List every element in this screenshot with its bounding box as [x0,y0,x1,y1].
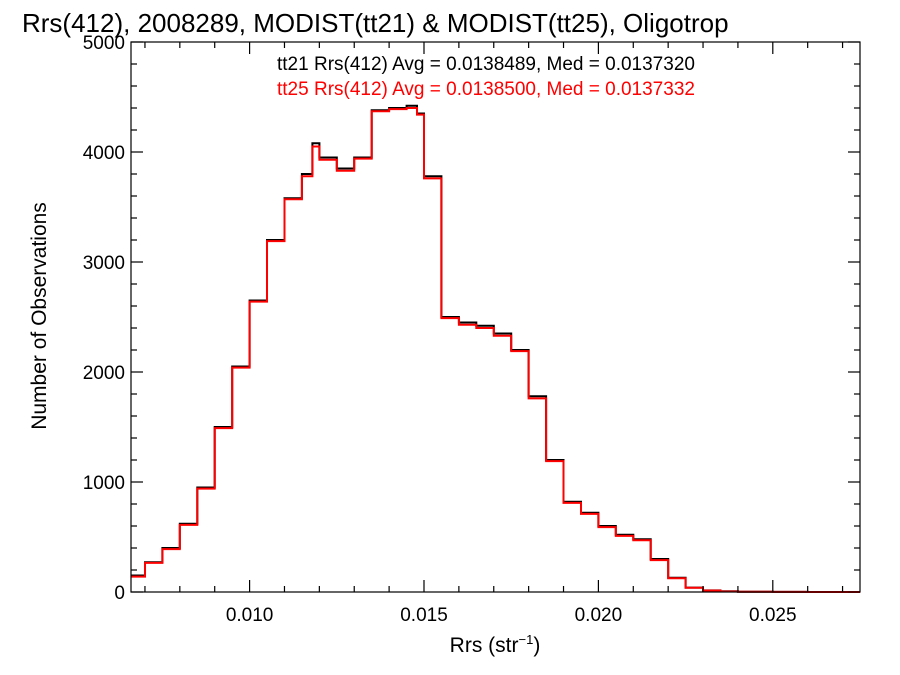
ticks-layer: 0.010 0.015 0.020 0.025 0 1000 2000 3000 4000 500… [83,33,860,626]
chart-title: Rrs(412), 2008289, MODIST(tt21) & MODIST… [22,8,729,38]
y-tick-label: 3000 [83,253,125,274]
y-tick-label: 5000 [83,33,125,54]
series-layer [131,104,860,593]
x-tick-label: 0.020 [575,605,623,626]
x-tick-label: 0.015 [400,605,448,626]
x-axis-label-end: ) [533,634,540,657]
x-tick-label: 0.025 [749,605,797,626]
series-line-0 [131,104,860,593]
x-tick-label: 0.010 [226,605,274,626]
plot-frame [130,41,861,593]
legend-entry-tt25: tt25 Rrs(412) Avg = 0.0138500, Med = 0.0… [277,79,695,100]
legend-entry-tt21: tt21 Rrs(412) Avg = 0.0138489, Med = 0.0… [277,54,695,75]
series-line-1 [131,107,860,593]
y-axis-label: Number of Observations [28,202,51,430]
y-tick-label: 1000 [83,473,125,494]
x-axis-label: Rrs (str−1) [450,632,541,657]
y-tick-label: 0 [114,583,125,604]
x-axis-label-main: Rrs (str [450,634,519,657]
x-axis-label-superscript: −1 [519,632,534,647]
y-tick-label: 4000 [83,143,125,164]
y-tick-label: 2000 [83,363,125,384]
